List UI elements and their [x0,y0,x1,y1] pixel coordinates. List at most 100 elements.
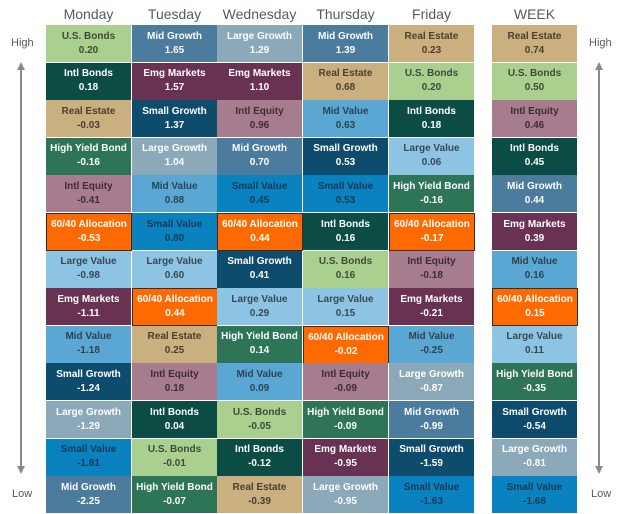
asset-return-value: -0.21 [420,307,443,319]
asset-return-value: -1.29 [77,420,100,432]
asset-return-value: 1.04 [164,157,185,169]
asset-return-value: 1.29 [249,44,270,56]
asset-return-value: 0.16 [524,270,545,282]
asset-cell: 60/40 Allocation -0.53 [46,213,132,252]
asset-name: Mid Value [65,331,112,343]
asset-return-value: 0.60 [164,270,185,282]
asset-name: Mid Growth [507,180,562,192]
asset-cell: Mid Growth 1.65 [132,25,218,64]
asset-cell: Intl Equity 0.18 [132,363,218,402]
asset-return-value: 0.11 [525,345,544,357]
asset-cell: Emg Markets 0.39 [492,213,578,252]
asset-return-value: 0.15 [335,307,356,319]
asset-return-value: -0.05 [248,420,271,432]
asset-name: Mid Value [151,180,198,192]
asset-name: Large Growth [312,481,378,493]
asset-cell: Small Growth 0.41 [217,250,303,289]
asset-name: Large Value [506,331,563,343]
asset-cell: 60/40 Allocation -0.17 [389,213,475,252]
asset-name: Intl Equity [321,368,370,380]
asset-name: Mid Value [408,331,455,343]
asset-name: High Yield Bond [221,331,298,343]
asset-name: Mid Value [322,105,369,117]
asset-name: Emg Markets [143,68,206,80]
asset-name: Real Estate [507,30,562,42]
asset-name: Large Growth [141,143,207,155]
asset-return-value: 1.57 [164,82,185,94]
asset-return-value: -0.25 [420,345,443,357]
asset-return-value: 0.46 [524,119,545,131]
asset-return-value: 0.15 [525,308,545,320]
asset-return-value: 0.29 [249,307,270,319]
asset-return-value: 0.44 [250,233,270,245]
arrow-down-icon-left [17,466,25,474]
asset-name: Small Value [60,444,117,456]
axis-low-label-right: Low [591,488,612,500]
asset-cell: Large Growth -0.95 [303,476,389,514]
asset-cell: 60/40 Allocation -0.02 [303,325,389,364]
asset-name: 60/40 Allocation [394,219,470,231]
asset-cell: Mid Growth 0.70 [217,137,303,176]
asset-return-value: 0.50 [524,82,545,94]
asset-name: Small Growth [227,256,292,268]
asset-cell: Mid Growth 0.44 [492,175,578,214]
asset-return-value: 0.45 [524,157,545,169]
asset-return-value: 1.10 [249,82,270,94]
asset-name: Mid Value [236,368,283,380]
asset-name: Intl Bonds [407,105,456,117]
asset-cell: Mid Growth 1.39 [303,25,389,64]
asset-cell: Real Estate 0.23 [389,25,475,64]
asset-cell: Intl Bonds 0.18 [46,62,132,101]
asset-cell: U.S. Bonds 0.50 [492,62,578,101]
axis-high-label-left: High [11,37,34,49]
asset-name: High Yield Bond [307,406,384,418]
asset-cell: U.S. Bonds -0.05 [217,401,303,440]
asset-name: Small Growth [142,105,207,117]
asset-return-value: 0.53 [335,157,356,169]
asset-name: Intl Bonds [321,218,370,230]
asset-cell: Large Growth 1.04 [132,137,218,176]
asset-cell: Small Growth 1.37 [132,100,218,139]
asset-name: Emg Markets [400,293,463,305]
asset-return-value: 0.04 [164,420,185,432]
asset-cell: Small Growth -0.54 [492,401,578,440]
asset-name: Mid Value [511,256,558,268]
asset-return-value: 0.63 [335,119,356,131]
column-header-monday: Monday [63,6,114,22]
asset-return-value: 0.80 [164,232,185,244]
asset-cell: High Yield Bond -0.09 [303,401,389,440]
asset-cell: Real Estate 0.68 [303,62,389,101]
asset-cell: Mid Value -0.25 [389,325,475,364]
asset-name: U.S. Bonds [318,256,373,268]
asset-cell: Small Growth -1.59 [389,438,475,477]
asset-return-value: -0.54 [523,420,546,432]
asset-return-value: -0.18 [420,270,443,282]
asset-cell: High Yield Bond -0.16 [46,137,132,176]
asset-cell: Intl Equity -0.18 [389,250,475,289]
asset-return-value: -1.68 [523,495,546,507]
asset-name: Real Estate [318,68,373,80]
asset-return-value: 0.44 [524,194,545,206]
asset-name: Intl Equity [235,105,284,117]
asset-cell: Intl Equity -0.41 [46,175,132,214]
axis-arrow-right [598,68,600,466]
asset-cell: U.S. Bonds 0.16 [303,250,389,289]
asset-return-value: 0.39 [524,232,545,244]
asset-return-value: 0.45 [249,194,270,206]
asset-return-value: 0.06 [421,157,442,169]
asset-cell: Emg Markets -0.21 [389,288,475,327]
asset-cell: Large Value 0.15 [303,288,389,327]
asset-name: Small Growth [313,143,378,155]
asset-name: 60/40 Allocation [51,219,127,231]
asset-cell: Small Value 0.45 [217,175,303,214]
asset-cell: Mid Growth -0.99 [389,401,475,440]
arrow-down-icon-right [595,466,603,474]
asset-name: Large Value [403,143,460,155]
asset-return-value: -0.12 [248,458,271,470]
asset-return-value: 0.14 [249,345,270,357]
asset-return-value: -0.81 [523,458,546,470]
asset-name: 60/40 Allocation [308,331,384,343]
arrow-up-icon-right [595,62,603,70]
asset-return-value: 0.68 [335,82,356,94]
asset-name: Mid Growth [404,406,459,418]
